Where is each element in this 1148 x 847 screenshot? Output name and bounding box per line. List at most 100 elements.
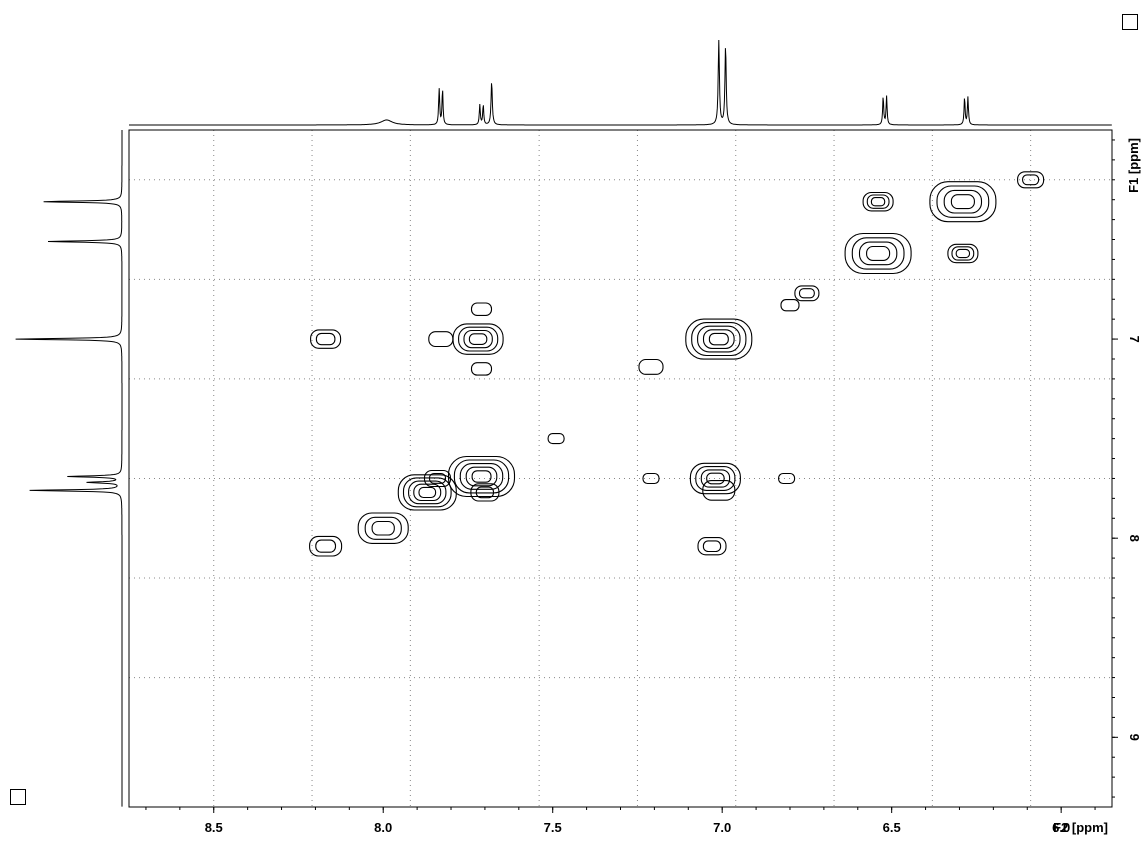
cross-peak xyxy=(947,243,979,264)
contour-level xyxy=(947,243,979,264)
contour-level xyxy=(315,539,337,553)
cross-peak xyxy=(470,362,493,376)
cross-peaks xyxy=(309,171,1045,557)
contour-level xyxy=(936,185,990,218)
contour-level xyxy=(642,472,660,485)
contour-level xyxy=(862,191,894,212)
f1-axis-ticks: 7 8 9 xyxy=(1112,139,1142,798)
contour-level xyxy=(408,480,447,505)
cross-peak xyxy=(447,455,516,498)
contour-level xyxy=(851,237,905,270)
contour-level xyxy=(397,474,457,511)
contour-level xyxy=(778,472,796,485)
bottom-left-toggle[interactable] xyxy=(10,789,26,805)
cross-peak xyxy=(357,512,409,544)
contour-level xyxy=(702,480,736,501)
cross-peak xyxy=(470,302,493,316)
contour-level xyxy=(798,288,815,299)
cross-peak xyxy=(685,318,753,360)
contour-level xyxy=(685,318,753,360)
contour-level xyxy=(844,232,912,275)
contour-level xyxy=(447,455,516,498)
contour-level xyxy=(470,483,500,502)
grid-lines xyxy=(129,130,1112,807)
cross-peak xyxy=(862,191,894,212)
x-tick-label: 8.0 xyxy=(374,820,392,835)
contour-level xyxy=(452,323,504,355)
contour-level xyxy=(697,537,727,556)
contour-level xyxy=(870,197,886,207)
contour-level xyxy=(706,472,725,485)
cross-peak xyxy=(794,285,820,302)
contour-level xyxy=(929,181,997,223)
contour-level xyxy=(357,512,409,544)
x-tick-label: 7.5 xyxy=(544,820,562,835)
f2-axis-title: F2 [ppm] xyxy=(1053,820,1108,835)
contour-level xyxy=(428,331,454,348)
cross-peak xyxy=(929,181,997,223)
x-tick-label: 7.0 xyxy=(713,820,731,835)
cross-peak xyxy=(397,474,457,511)
f2-axis-ticks: 8.5 8.0 7.5 7.0 6.5 6.0 xyxy=(145,807,1096,835)
cross-peak xyxy=(778,472,796,485)
contour-level xyxy=(695,466,736,491)
contour-level xyxy=(700,469,731,488)
contour-level xyxy=(943,189,983,214)
cross-peak xyxy=(697,537,727,556)
contour-level xyxy=(310,329,342,349)
y-tick-label: 9 xyxy=(1127,734,1142,741)
contour-level xyxy=(402,477,452,508)
contour-level xyxy=(951,246,975,261)
contour-level xyxy=(780,299,800,312)
y-tick-label: 7 xyxy=(1127,335,1142,342)
contour-level xyxy=(418,486,437,499)
left-projection-spectrum xyxy=(15,130,123,807)
contour-level xyxy=(458,326,499,352)
contour-level xyxy=(468,333,488,345)
contour-level xyxy=(702,540,722,553)
y-tick-label: 8 xyxy=(1127,535,1142,542)
contour-level xyxy=(371,520,395,536)
contour-level xyxy=(364,516,402,540)
contour-level xyxy=(1017,171,1045,189)
cross-peak xyxy=(780,299,800,312)
contour-level xyxy=(638,358,664,375)
cross-peak xyxy=(1017,171,1045,189)
cross-peak xyxy=(452,323,504,355)
contour-level xyxy=(470,362,493,376)
contour-level xyxy=(309,535,343,557)
cross-peak xyxy=(638,358,664,375)
cross-peak xyxy=(642,472,660,485)
contour-level xyxy=(697,325,741,353)
top-right-toggle[interactable] xyxy=(1122,14,1138,30)
f1-axis-title: F1 [ppm] xyxy=(1126,138,1141,193)
cross-peak xyxy=(428,331,454,348)
x-tick-label: 6.5 xyxy=(883,820,901,835)
contour-level xyxy=(465,466,498,487)
contour-level xyxy=(955,248,971,259)
cross-peak xyxy=(310,329,342,349)
contour-level xyxy=(475,486,495,499)
contour-level xyxy=(691,322,747,357)
contour-level xyxy=(689,462,741,495)
cross-peak xyxy=(547,433,565,445)
contour-level xyxy=(547,433,565,445)
contour-level xyxy=(471,470,492,483)
contour-level xyxy=(866,245,891,261)
x-tick-label: 6.0 xyxy=(1052,820,1070,835)
contour-level xyxy=(1022,174,1040,186)
cross-peak xyxy=(844,232,912,275)
contour-level xyxy=(866,194,890,209)
plot-frame xyxy=(128,129,1113,808)
cross-peak xyxy=(309,535,343,557)
cross-peak xyxy=(689,462,741,495)
x-tick-label: 8.5 xyxy=(205,820,223,835)
contour-level xyxy=(950,194,975,210)
contour-level xyxy=(708,332,729,346)
contour-level xyxy=(453,459,510,494)
cross-peak xyxy=(702,480,736,501)
contour-level xyxy=(858,241,898,266)
contour-level xyxy=(315,332,336,346)
contour-level xyxy=(702,329,735,349)
contour-level xyxy=(794,285,820,302)
